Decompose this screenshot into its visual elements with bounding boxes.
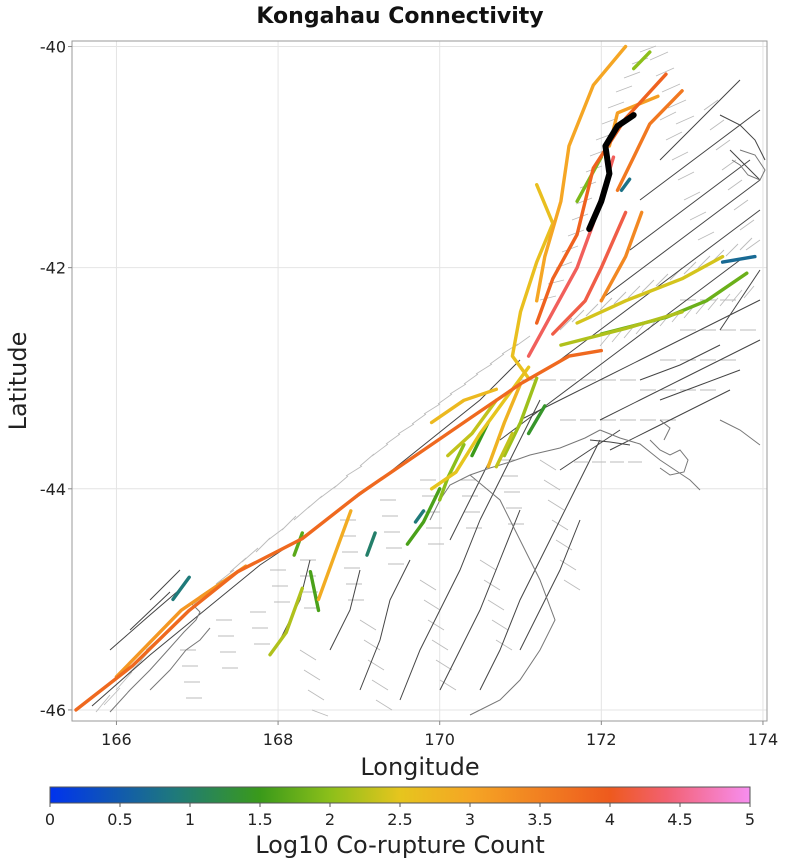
y-axis-label: Latitude [4,332,32,431]
y-tick-label: -40 [40,38,66,57]
colorbar [49,786,751,804]
x-tick-label: 168 [263,730,294,749]
corupture-fault [405,487,442,546]
background-faults [91,45,766,717]
chart-title: Kongahau Connectivity [256,4,543,29]
plot-frame [71,40,768,722]
corupture-fault [535,72,668,325]
corupture-fault [292,531,304,557]
coruptured-faults [74,44,757,712]
y-tick-label: -46 [40,701,66,720]
corupture-fault [365,531,377,557]
corupture-fault [619,177,632,192]
target-fault [586,112,637,232]
y-tick-label: -42 [40,259,66,278]
corupture-fault [526,404,547,436]
x-tick-label: 172 [586,730,617,749]
corupture-fault [599,210,644,303]
colorbar-label: Log10 Co-rupture Count [255,831,545,859]
colorbar-tick-label: 1 [185,810,195,829]
y-axis-ticks: -40 -42 -44 -46 [40,38,72,720]
corupture-fault [535,44,628,303]
corupture-fault [559,310,684,347]
colorbar-tick-label: 2.5 [387,810,412,829]
colorbar-tick-label: 4 [605,810,615,829]
corupture-fault [615,89,684,192]
colorbar-tick-label: 1.5 [247,810,272,829]
colorbar-ticks: 0 0.5 1 1.5 2 2.5 3 3.5 4 4.5 5 [45,803,755,829]
colorbar-tick-label: 4.5 [667,810,692,829]
x-tick-label: 174 [748,730,779,749]
x-axis-ticks: 166 168 170 172 174 [101,721,778,749]
corupture-fault [510,183,555,380]
colorbar-tick-label: 0 [45,810,55,829]
x-tick-label: 170 [424,730,455,749]
corupture-fault [171,575,191,602]
corupture-fault [74,348,603,712]
x-axis-label: Longitude [360,753,479,781]
corupture-fault [632,50,652,71]
kongahau-fault-trace [586,112,637,232]
corupture-fault [308,570,321,613]
corupture-fault [720,254,757,264]
x-tick-label: 166 [101,730,132,749]
corupture-fault [551,210,628,336]
corupture-fault [494,431,515,469]
corupture-fault [575,254,725,325]
colorbar-tick-label: 2 [325,810,335,829]
colorbar-tick-label: 3.5 [527,810,552,829]
corupture-fault [316,509,353,602]
colorbar-tick-label: 5 [745,810,755,829]
colorbar-tick-label: 0.5 [107,810,132,829]
corupture-fault [268,586,304,657]
corupture-fault [413,509,426,524]
y-tick-label: -44 [40,480,66,499]
corupture-fault [446,398,498,458]
colorbar-tick-label: 3 [465,810,475,829]
corupture-fault [429,387,498,425]
corupture-fault [486,382,523,469]
corupture-fault [502,376,539,458]
plot-background [72,41,767,721]
